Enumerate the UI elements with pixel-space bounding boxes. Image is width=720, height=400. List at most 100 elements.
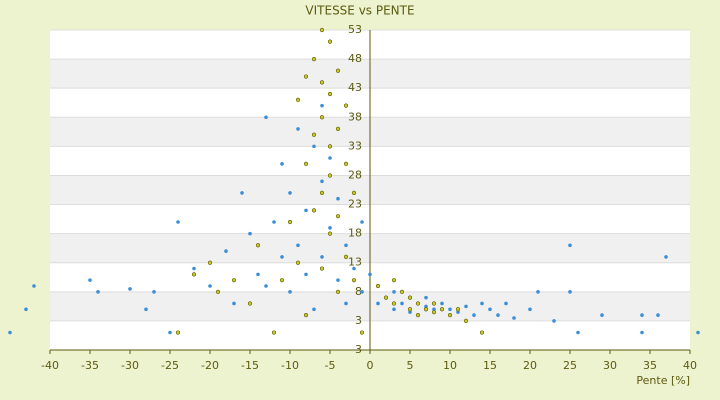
point — [423, 307, 429, 312]
point — [664, 255, 668, 259]
point — [392, 307, 396, 312]
point — [312, 307, 316, 312]
point — [207, 260, 213, 265]
point — [327, 39, 333, 44]
point — [264, 284, 268, 288]
point — [447, 312, 453, 318]
point — [304, 272, 308, 277]
x-tick-label: 35 — [643, 359, 657, 372]
point — [88, 278, 92, 282]
point — [272, 220, 276, 224]
point — [312, 144, 316, 149]
point — [415, 301, 421, 306]
point — [343, 161, 349, 166]
point — [383, 295, 389, 300]
point — [536, 290, 540, 294]
point — [256, 272, 260, 277]
point — [168, 330, 172, 335]
point — [32, 284, 36, 288]
x-tick-label: -20 — [201, 359, 219, 372]
y-tick-label: 38 — [348, 110, 362, 123]
point — [352, 266, 356, 271]
point — [319, 190, 325, 196]
point — [264, 115, 268, 120]
point — [335, 68, 341, 73]
point — [271, 330, 277, 335]
point — [319, 27, 325, 33]
point — [279, 278, 285, 283]
point — [327, 91, 333, 97]
point — [360, 290, 364, 294]
x-tick-label: 15 — [483, 359, 497, 372]
point — [432, 307, 436, 312]
point — [696, 330, 700, 335]
point — [576, 330, 580, 335]
y-tick-label: 43 — [348, 81, 362, 94]
point — [568, 290, 572, 294]
point — [335, 289, 341, 294]
point — [280, 162, 284, 166]
point — [175, 330, 181, 335]
y-tick-label: 53 — [348, 23, 362, 36]
point — [303, 312, 309, 318]
point — [319, 115, 325, 120]
point — [344, 301, 348, 306]
x-tick-label: 25 — [563, 359, 577, 372]
point — [407, 307, 413, 312]
point — [407, 295, 413, 300]
chart-title: VITESSE vs PENTE — [305, 4, 414, 18]
point — [552, 319, 556, 323]
point — [375, 283, 381, 289]
point — [320, 179, 324, 184]
x-tick-label: -15 — [241, 359, 259, 372]
x-tick-label: 0 — [367, 359, 374, 372]
point — [288, 290, 292, 294]
point — [600, 313, 604, 317]
point — [319, 80, 325, 85]
point — [528, 307, 532, 312]
y-tick-label: 18 — [348, 227, 362, 240]
point — [496, 313, 500, 317]
point — [391, 301, 397, 306]
point — [152, 290, 156, 294]
point — [512, 316, 516, 320]
point — [424, 304, 428, 309]
point — [336, 278, 340, 282]
point — [311, 132, 317, 137]
x-tick-label: -30 — [121, 359, 139, 372]
x-tick-label: 5 — [407, 359, 414, 372]
point — [439, 307, 445, 312]
point — [344, 243, 348, 248]
point — [128, 287, 132, 291]
point — [464, 304, 468, 309]
point — [327, 144, 333, 149]
point — [296, 243, 300, 248]
y-tick-label: 48 — [348, 52, 362, 65]
point — [303, 74, 309, 79]
point — [488, 307, 492, 312]
point — [431, 301, 437, 306]
point — [480, 301, 484, 306]
y-tick-label: 33 — [348, 139, 362, 152]
point — [311, 56, 317, 62]
point — [215, 289, 221, 294]
point — [192, 266, 196, 271]
point — [240, 191, 244, 195]
point — [295, 260, 301, 265]
point — [320, 103, 324, 108]
point — [255, 243, 261, 248]
point — [287, 219, 293, 225]
y-tick-label: 23 — [348, 198, 362, 211]
point — [391, 278, 397, 283]
point — [319, 266, 325, 271]
point — [640, 313, 644, 317]
point — [359, 330, 365, 335]
x-tick-label: -5 — [325, 359, 336, 372]
point — [504, 301, 508, 306]
y-tick-label: 28 — [348, 168, 362, 181]
x-tick-label: -40 — [41, 359, 59, 372]
point — [327, 231, 333, 236]
x-tick-label: -10 — [281, 359, 299, 372]
point — [327, 173, 333, 178]
point — [368, 272, 372, 277]
